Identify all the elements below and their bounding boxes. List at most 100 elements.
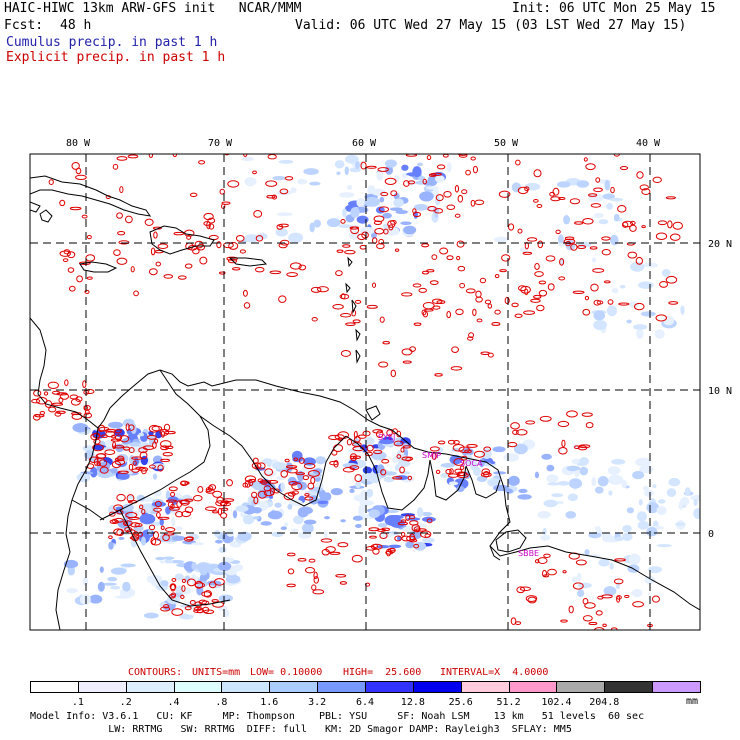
explicit-precip-contour (514, 313, 523, 318)
explicit-precip-contour (409, 515, 416, 520)
explicit-precip-contour (144, 218, 154, 226)
cumulus-precip-cell (110, 567, 127, 575)
colorbar-swatch (173, 681, 223, 693)
explicit-precip-contour (329, 551, 341, 555)
cumulus-precip-cell (606, 202, 614, 210)
cumulus-precip-cell (63, 559, 79, 569)
cumulus-precip-cell (628, 301, 639, 308)
explicit-precip-contour (407, 475, 413, 481)
explicit-precip-contour (390, 369, 397, 378)
explicit-precip-contour (284, 176, 294, 181)
explicit-precip-contour (252, 170, 257, 175)
explicit-precip-contour (43, 391, 49, 396)
cumulus-precip-cell (395, 210, 408, 215)
explicit-precip-contour (530, 298, 541, 303)
explicit-precip-contour (420, 530, 432, 538)
cumulus-precip-cell (290, 187, 297, 194)
explicit-precip-contour (168, 486, 178, 492)
cumulus-precip-cell (577, 582, 592, 589)
explicit-precip-contour (153, 507, 162, 512)
explicit-precip-contour (126, 494, 135, 503)
explicit-precip-contour (133, 290, 139, 297)
cumulus-precip-cell (635, 457, 652, 467)
explicit-precip-contour (614, 558, 626, 562)
model-info-line1: Model Info: V3.6.1 CU: KF MP: Thompson P… (30, 711, 645, 722)
explicit-precip-contour (558, 276, 566, 281)
explicit-precip-contour (456, 472, 469, 479)
explicit-precip-contour (279, 188, 289, 195)
cumulus-precip-cell (303, 519, 317, 525)
lat-label: 10 N (708, 386, 732, 397)
explicit-precip-contour (409, 346, 416, 352)
explicit-precip-contour (224, 154, 230, 156)
explicit-precip-contour (536, 203, 543, 208)
cumulus-precip-cell (108, 421, 124, 429)
cumulus-precip-cell (342, 462, 359, 469)
explicit-precip-contour (661, 140, 666, 143)
cumulus-precip-cell (608, 490, 613, 496)
explicit-precip-contour (459, 282, 466, 289)
cumulus-precip-cell (643, 489, 654, 497)
explicit-precip-contour (124, 215, 133, 224)
explicit-precip-contour (189, 192, 198, 198)
explicit-precip-contour (248, 118, 255, 121)
cumulus-precip-cell (393, 198, 404, 208)
cumulus-precip-cell (546, 464, 555, 472)
explicit-precip-contour (568, 605, 574, 614)
cumulus-precip-cell (643, 262, 659, 268)
explicit-precip-contour (243, 302, 251, 309)
cumulus-precip-cell (405, 541, 415, 549)
cumulus-precip-cell (297, 470, 305, 482)
explicit-precip-contour (504, 296, 510, 305)
cumulus-precip-cell (632, 324, 648, 330)
explicit-precip-contour (350, 226, 360, 235)
cumulus-precip-cell (644, 575, 656, 585)
explicit-precip-contour (71, 413, 83, 420)
cumulus-precip-cell (610, 234, 619, 246)
cumulus-precip-cell (72, 423, 89, 433)
explicit-precip-contour (104, 449, 116, 455)
explicit-precip-contour (577, 445, 588, 451)
explicit-precip-contour (160, 430, 165, 438)
explicit-precip-contour (412, 208, 417, 214)
explicit-precip-contour (601, 236, 611, 241)
explicit-precip-contour (603, 280, 611, 284)
explicit-precip-contour (560, 619, 568, 623)
explicit-precip-contour (93, 438, 101, 445)
explicit-precip-contour (118, 240, 130, 245)
explicit-precip-contour (100, 114, 108, 117)
explicit-precip-contour (590, 283, 599, 292)
colorbar-label: 204.8 (589, 697, 620, 708)
explicit-precip-contour (48, 406, 57, 413)
explicit-precip-contour (113, 528, 123, 536)
cumulus-precip-cell (448, 481, 459, 486)
explicit-precip-contour (457, 194, 464, 203)
explicit-precip-contour (472, 308, 477, 317)
explicit-precip-contour (151, 425, 163, 432)
explicit-precip-contour (581, 412, 593, 417)
explicit-precip-contour (267, 154, 277, 160)
explicit-precip-contour (205, 486, 212, 493)
cumulus-precip-cell (487, 478, 501, 487)
cumulus-precip-cell (396, 536, 402, 541)
cumulus-precip-cell (336, 171, 341, 176)
explicit-precip-contour (470, 147, 477, 150)
explicit-precip-contour (87, 115, 96, 118)
colorbar-label: .2 (119, 697, 132, 708)
explicit-precip-contour (298, 457, 305, 464)
explicit-precip-contour (173, 231, 185, 236)
explicit-precip-contour (171, 577, 177, 582)
explicit-precip-contour (678, 135, 681, 138)
explicit-precip-contour (393, 440, 404, 447)
cumulus-precip-cell (326, 218, 341, 228)
explicit-precip-contour (415, 528, 427, 532)
explicit-precip-contour (453, 458, 465, 466)
cumulus-precip-cell (547, 482, 561, 486)
explicit-precip-contour (524, 186, 530, 192)
colorbar-swatch (125, 681, 175, 693)
explicit-precip-contour (406, 535, 416, 542)
explicit-precip-contour (501, 254, 511, 262)
cumulus-precip-cell (540, 534, 551, 541)
explicit-precip-contour (380, 191, 389, 197)
explicit-precip-contour (401, 292, 413, 297)
